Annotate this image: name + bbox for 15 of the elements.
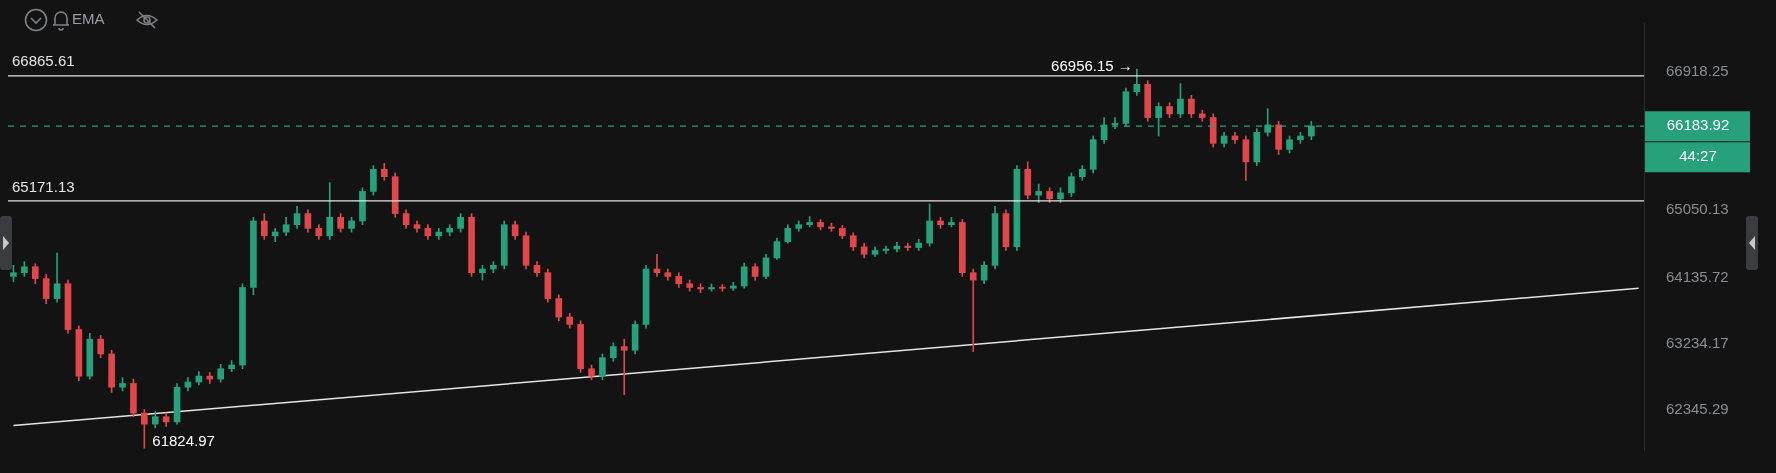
candlestick [620,338,628,395]
candlestick [969,268,977,353]
candlestick [904,242,912,251]
y-tick-label: 63234.17 [1666,334,1729,352]
y-tick-label: 66918.25 [1666,62,1729,80]
ref-line-label: 66865.61 [12,52,75,70]
annotation: 61824.97 [152,432,215,450]
y-tick-label: 62345.29 [1666,399,1729,417]
annotation: 66956.15 → [1051,57,1133,75]
annotation: EMA [72,10,105,28]
text: 44:27 [1679,147,1717,165]
y-tick-label: 65050.13 [1666,200,1729,218]
ref-line-label: 65171.13 [12,177,75,195]
y-tick-label: 64135.72 [1666,267,1729,285]
ref-line-label: 66183.92 [1666,116,1730,134]
